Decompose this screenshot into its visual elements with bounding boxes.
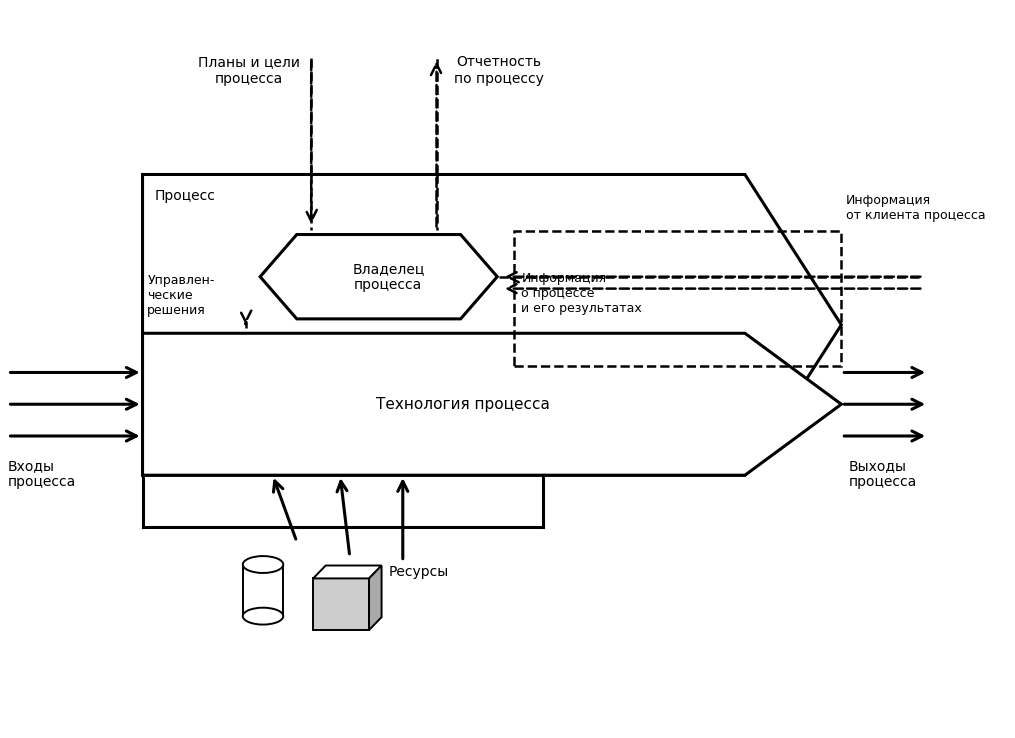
Polygon shape (314, 565, 382, 579)
Ellipse shape (243, 607, 283, 624)
Text: Технология процесса: Технология процесса (377, 397, 550, 412)
Text: Информация
от клиента процесса: Информация от клиента процесса (847, 194, 986, 222)
Bar (314, 579, 369, 630)
Text: Отчетность
по процессу: Отчетность по процессу (455, 55, 544, 86)
Polygon shape (142, 334, 841, 475)
Text: Входы
процесса: Входы процесса (7, 459, 76, 489)
Ellipse shape (243, 556, 283, 573)
Text: Информация
о процессе
и его результатах: Информация о процессе и его результатах (522, 272, 642, 315)
Text: Управлен-
ческие
решения: Управлен- ческие решения (147, 274, 215, 317)
Bar (514, 231, 841, 366)
Polygon shape (369, 565, 382, 630)
Polygon shape (142, 174, 841, 475)
Polygon shape (260, 235, 497, 319)
Text: Владелец
процесса: Владелец процесса (352, 261, 424, 292)
Text: Процесс: Процесс (155, 190, 216, 204)
Text: Выходы
процесса: Выходы процесса (850, 459, 918, 489)
Text: Ресурсы: Ресурсы (389, 565, 449, 579)
Text: Планы и цели
процесса: Планы и цели процесса (198, 55, 299, 86)
